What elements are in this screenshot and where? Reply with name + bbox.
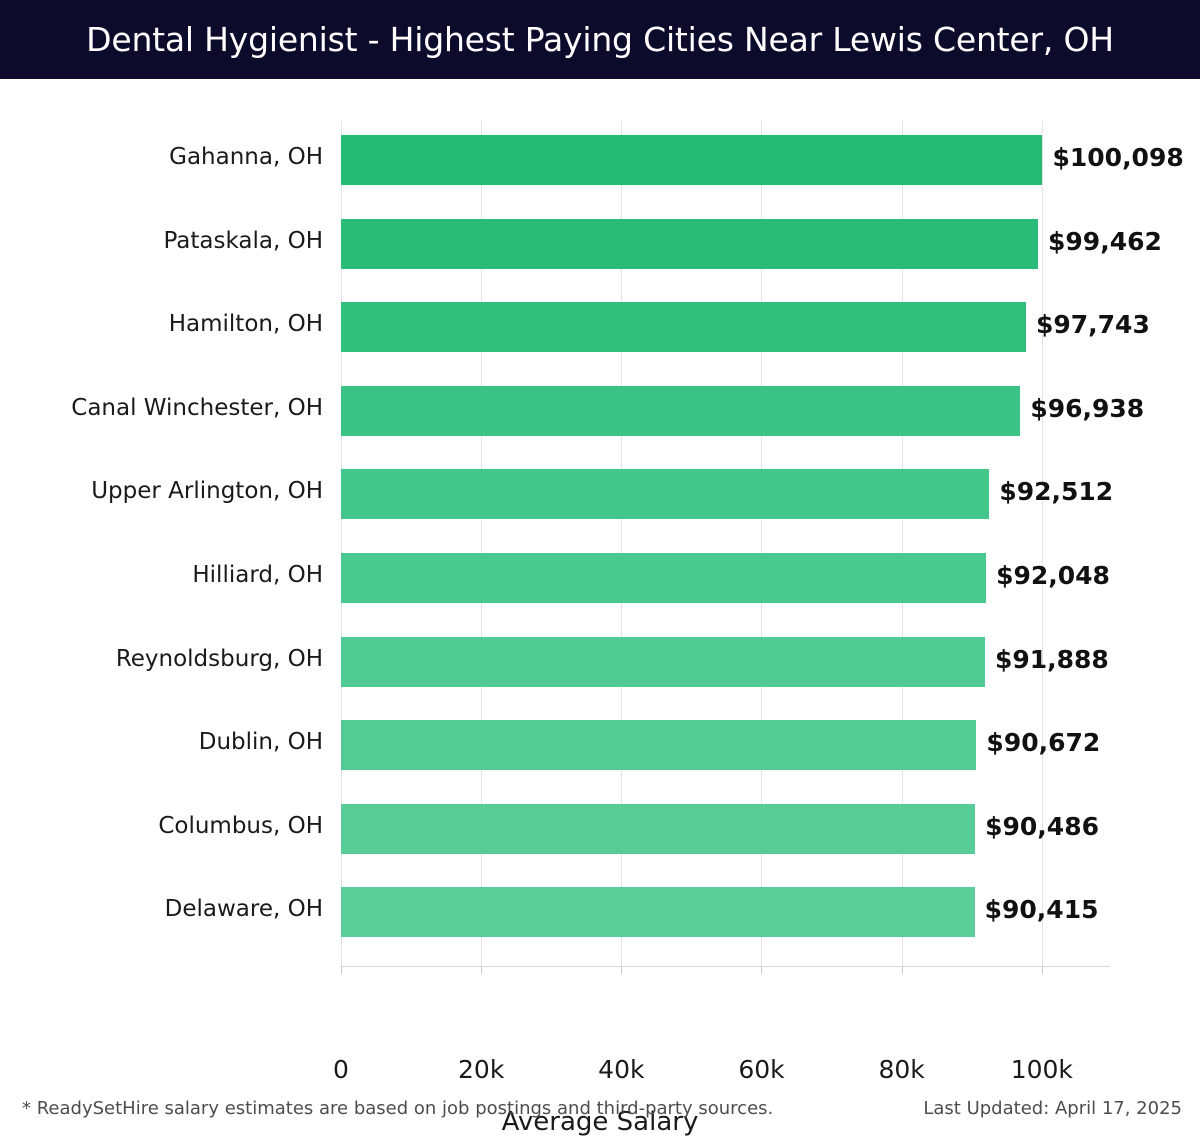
bar: [341, 553, 987, 603]
x-axis-tick: [621, 966, 623, 974]
bar-value-label: $90,415: [984, 895, 1099, 925]
bar: [341, 803, 976, 854]
plot-area: [341, 121, 1110, 966]
gridline: [341, 121, 342, 966]
bar-value-label: $92,048: [996, 561, 1110, 590]
x-tick-label: 20k: [458, 1055, 505, 1084]
category-label: Gahanna, OH: [169, 144, 323, 170]
category-label: Pataskala, OH: [163, 227, 323, 254]
category-label: Upper Arlington, OH: [91, 478, 323, 505]
x-axis-tick: [901, 966, 903, 974]
bar-value-label: $97,743: [1035, 310, 1150, 340]
x-tick-label: 60k: [738, 1055, 785, 1084]
category-label: Columbus, OH: [158, 812, 323, 839]
gridline: [481, 121, 483, 966]
x-axis-tick: [761, 966, 763, 974]
x-axis-tick: [341, 966, 342, 974]
bar: [341, 636, 985, 687]
bar-value-label: $90,672: [986, 728, 1101, 758]
category-label: Dublin, OH: [198, 729, 323, 756]
x-tick-label: 80k: [878, 1055, 925, 1084]
x-axis-tick: [481, 966, 483, 974]
footer-disclaimer: * ReadySetHire salary estimates are base…: [22, 1098, 774, 1119]
x-axis-tick: [1041, 966, 1043, 974]
bar: [341, 218, 1039, 269]
bar-value-label: $91,888: [994, 644, 1109, 674]
footer-last-updated: Last Updated: April 17, 2025: [923, 1098, 1182, 1119]
category-label: Reynoldsburg, OH: [115, 645, 323, 672]
chart-container: Gahanna, OH Pataskala, OH Hamilton, OH Cana…: [0, 79, 1200, 1140]
x-axis-title: Average Salary: [501, 1107, 699, 1137]
category-label: Hamilton, OH: [168, 311, 323, 338]
bar: [341, 887, 975, 938]
gridline: [901, 121, 903, 966]
gridline: [621, 121, 623, 966]
x-tick-label: 0: [333, 1055, 349, 1084]
category-label: Delaware, OH: [164, 896, 323, 923]
gridlines: [341, 121, 1110, 966]
bar-value-label: $92,512: [999, 477, 1114, 507]
bar: [341, 385, 1021, 436]
bar: [341, 469, 990, 520]
bar-value-label: $100,098: [1052, 143, 1184, 172]
x-tick-label: 100k: [1010, 1055, 1073, 1084]
bar: [341, 302, 1026, 353]
bar-value-label: $90,486: [985, 811, 1099, 841]
category-label: Canal Winchester, OH: [71, 394, 323, 421]
bar-series: [341, 121, 1110, 966]
bar-value-label: $99,462: [1048, 226, 1162, 256]
page-title: Dental Hygienist - Highest Paying Cities…: [86, 20, 1114, 59]
bar: [341, 720, 977, 771]
bar: [341, 135, 1043, 185]
x-axis-line: [341, 966, 1110, 967]
gridline: [1041, 121, 1043, 966]
gridline: [761, 121, 763, 966]
header-banner: [0, 0, 1200, 79]
category-label: Hilliard, OH: [192, 562, 323, 588]
bar-value-label: $96,938: [1030, 393, 1145, 423]
x-tick-label: 40k: [598, 1055, 645, 1084]
